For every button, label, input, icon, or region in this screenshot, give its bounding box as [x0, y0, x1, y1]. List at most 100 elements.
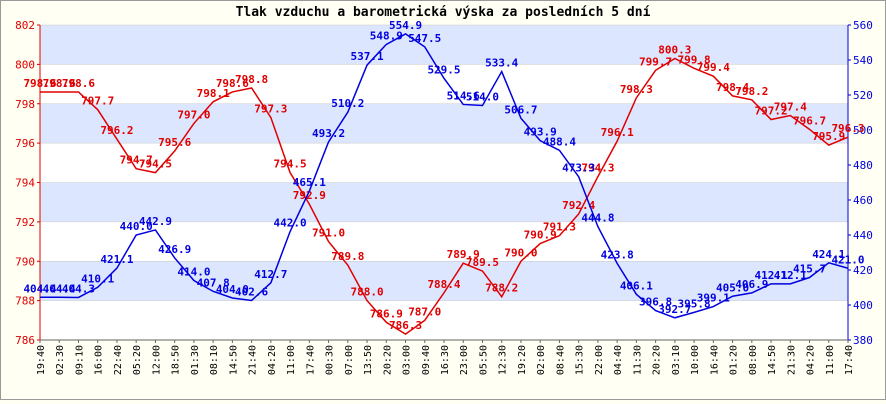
data-label: 788.4 [427, 278, 460, 291]
data-label: 442.0 [274, 217, 307, 230]
y2-tick-label: 440 [853, 229, 873, 242]
data-label: 788.2 [485, 282, 518, 295]
data-label: 426.9 [158, 243, 191, 256]
chart-title: Tlak vzduchu a barometrická výska za pos… [236, 5, 651, 20]
data-label: 791.0 [312, 227, 345, 240]
data-label: 406.1 [620, 279, 653, 292]
data-label: 796.3 [831, 122, 864, 135]
data-label: 412.1 [754, 269, 787, 282]
data-label: 537.1 [350, 50, 383, 63]
x-tick-label: 08:10 [209, 345, 220, 375]
data-label: 797.2 [754, 105, 787, 118]
x-tick-label: 16:30 [440, 345, 451, 375]
x-tick-label: 09:10 [74, 345, 85, 375]
data-label: 798.4 [716, 81, 749, 94]
y-tick-label: 802 [15, 19, 35, 32]
y2-tick-label: 380 [853, 334, 873, 347]
x-tick-label: 10:00 [690, 345, 701, 375]
data-label: 798.6 [62, 77, 95, 90]
y-tick-label: 796 [15, 137, 35, 150]
data-label: 792.9 [293, 189, 326, 202]
x-tick-label: 14:50 [767, 345, 778, 375]
data-label: 399.1 [697, 292, 730, 305]
x-tick-label: 02:00 [536, 345, 547, 375]
data-label: 440.0 [120, 220, 153, 233]
data-label: 789.5 [466, 256, 499, 269]
x-tick-label: 11:00 [825, 345, 836, 375]
x-tick-label: 11:30 [632, 345, 643, 375]
data-label: 798.8 [235, 73, 268, 86]
data-label: 404.4 [43, 282, 76, 295]
x-tick-label: 17:40 [305, 345, 316, 375]
x-tick-label: 12:30 [498, 345, 509, 375]
y-tick-label: 792 [15, 216, 35, 229]
x-tick-label: 13:50 [363, 345, 374, 375]
data-label: 405.0 [716, 281, 749, 294]
data-label: 798.6 [43, 77, 76, 90]
data-label: 412.1 [774, 269, 807, 282]
data-label: 797.3 [254, 103, 287, 116]
y2-tick-label: 480 [853, 159, 873, 172]
data-label: 510.2 [331, 97, 364, 110]
data-label: 791.3 [543, 221, 576, 234]
data-label: 423.8 [601, 248, 634, 261]
data-label: 797.7 [81, 95, 114, 108]
y-tick-label: 800 [15, 58, 35, 71]
y2-tick-label: 460 [853, 194, 873, 207]
data-label: 404.3 [62, 282, 95, 295]
data-label: 465.1 [293, 176, 326, 189]
y2-tick-label: 400 [853, 299, 873, 312]
data-label: 796.7 [793, 114, 826, 127]
y-tick-label: 786 [15, 334, 35, 347]
x-tick-label: 21:40 [248, 345, 259, 375]
data-label: 794.5 [139, 158, 172, 171]
x-tick-label: 00:30 [325, 345, 336, 375]
y2-tick-label: 500 [853, 124, 873, 137]
data-label: 444.8 [581, 212, 614, 225]
data-label: 800.3 [658, 43, 691, 56]
y-tick-label: 788 [15, 295, 35, 308]
data-label: 790.9 [524, 229, 557, 242]
data-label: 547.5 [408, 32, 441, 45]
data-label: 407.8 [197, 276, 230, 289]
data-label: 424.1 [812, 248, 845, 261]
series-line [40, 33, 849, 319]
data-label: 506.7 [504, 103, 537, 116]
data-label: 412.7 [254, 268, 287, 281]
data-label: 786.3 [389, 319, 422, 332]
band [40, 221, 848, 262]
data-label: 798.3 [620, 83, 653, 96]
data-label: 392.7 [658, 303, 691, 316]
x-tick-label: 19:20 [517, 345, 528, 375]
data-label: 799.4 [697, 61, 730, 74]
data-label: 799.8 [678, 53, 711, 66]
data-label: 493.2 [312, 127, 345, 140]
data-label: 794.7 [120, 154, 153, 167]
data-label: 529.5 [427, 63, 460, 76]
data-label: 442.9 [139, 215, 172, 228]
data-label: 789.9 [447, 248, 480, 261]
data-label: 790.0 [504, 246, 537, 259]
data-label: 786.9 [370, 307, 403, 320]
band [40, 261, 848, 301]
x-tick-label: 11:00 [286, 345, 297, 375]
series-line [40, 57, 849, 335]
x-tick-label: 16:00 [94, 345, 105, 375]
band [40, 103, 848, 144]
y2-tick-label: 520 [853, 89, 873, 102]
x-tick-label: 16:40 [709, 345, 720, 375]
y2-tick-label: 540 [853, 54, 873, 67]
y-tick-label: 798 [15, 98, 35, 111]
data-label: 787.0 [408, 305, 441, 318]
data-label: 548.9 [370, 29, 403, 42]
band [40, 182, 848, 222]
data-label: 414.0 [177, 266, 210, 279]
data-label: 404.4 [23, 282, 56, 295]
data-label: 792.4 [562, 199, 595, 212]
data-label: 404.0 [216, 283, 249, 296]
data-label: 396.8 [639, 296, 672, 309]
data-label: 421.1 [100, 253, 133, 266]
data-label: 493.9 [524, 126, 557, 139]
data-label: 421.0 [831, 253, 864, 266]
